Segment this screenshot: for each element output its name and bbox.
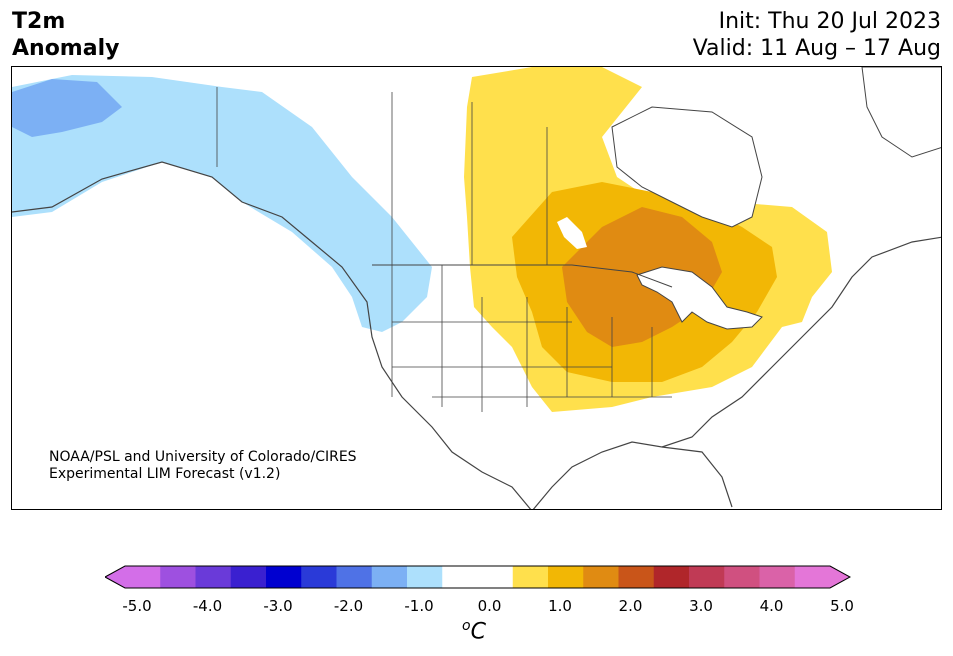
colorbar-cell bbox=[548, 566, 584, 588]
valid-range: Valid: 11 Aug – 17 Aug bbox=[692, 36, 941, 61]
anomaly-map bbox=[11, 66, 942, 510]
colorbar-ticks: -5.0 -4.0 -3.0 -2.0 -1.0 0.0 1.0 2.0 3.0 4.0 5.0 bbox=[0, 597, 953, 617]
colorbar-tick-label: 3.0 bbox=[689, 597, 713, 615]
colorbar-cell bbox=[653, 566, 690, 588]
colorbar-cell bbox=[160, 566, 196, 588]
colorbar-cell bbox=[724, 566, 760, 588]
colorbar-tick-label: -2.0 bbox=[333, 597, 364, 615]
credit-line-1: NOAA/PSL and University of Colorado/CIRE… bbox=[49, 449, 357, 465]
unit-base: C bbox=[470, 619, 486, 645]
map-title: T2m Anomaly bbox=[12, 8, 119, 62]
colorbar-cell bbox=[477, 566, 514, 588]
colorbar-cell bbox=[301, 566, 337, 588]
greenland bbox=[861, 67, 941, 158]
credit-line-2: Experimental LIM Forecast (v1.2) bbox=[49, 466, 281, 482]
init-date: Init: Thu 20 Jul 2023 bbox=[718, 9, 941, 34]
cool-anomaly-alaska-core bbox=[12, 79, 122, 137]
title-line-1: T2m bbox=[12, 9, 66, 34]
colorbar-cell bbox=[230, 566, 267, 588]
colorbar-cells bbox=[105, 566, 850, 588]
canada-provincial-lines bbox=[216, 87, 548, 265]
colorbar-cell bbox=[371, 566, 408, 588]
colorbar-cell bbox=[266, 566, 302, 588]
colorbar-tick-label: -4.0 bbox=[192, 597, 223, 615]
colorbar-cell bbox=[336, 566, 373, 588]
colorbar-cell bbox=[442, 566, 478, 588]
florida bbox=[661, 446, 733, 508]
colorbar-tick-label: 1.0 bbox=[548, 597, 572, 615]
colorbar-tick-label: 2.0 bbox=[618, 597, 643, 615]
colorbar-cell bbox=[759, 566, 796, 588]
colorbar-outline bbox=[105, 565, 851, 589]
gulf-coastline bbox=[532, 236, 941, 509]
forecast-dates: Init: Thu 20 Jul 2023 Valid: 11 Aug – 17… bbox=[693, 8, 941, 62]
colorbar-cell bbox=[512, 566, 549, 588]
us-canada-border bbox=[372, 264, 673, 288]
colorbar-cell bbox=[794, 566, 831, 588]
colorbar bbox=[105, 565, 851, 589]
colorbar-extend-min bbox=[105, 566, 125, 588]
colorbar-tick-label: -5.0 bbox=[122, 597, 152, 615]
colorbar-extend-max bbox=[830, 566, 850, 588]
colorbar-cell bbox=[689, 566, 725, 588]
coastline bbox=[12, 161, 532, 509]
state-lines bbox=[391, 265, 672, 412]
colorbar-cell bbox=[583, 566, 619, 588]
colorbar-tick-label: 5.0 bbox=[830, 597, 854, 615]
colorbar-tick-label: -1.0 bbox=[404, 597, 434, 615]
lake-winnipeg bbox=[557, 217, 587, 249]
great-lakes bbox=[636, 266, 763, 330]
colorbar-tick-label: 0.0 bbox=[477, 597, 502, 615]
unit-degree: o bbox=[462, 618, 471, 634]
colorbar-tick-label: -3.0 bbox=[263, 597, 293, 615]
credit-text: NOAA/PSL and University of Colorado/CIRE… bbox=[49, 449, 357, 483]
colorbar-cell bbox=[195, 566, 232, 588]
map-canvas bbox=[12, 67, 941, 509]
colorbar-cell bbox=[407, 566, 443, 588]
colorbar-tick-label: 4.0 bbox=[759, 597, 784, 615]
cool-anomaly-west bbox=[12, 75, 432, 332]
colorbar-unit: oC bbox=[462, 618, 486, 644]
title-line-2: Anomaly bbox=[12, 36, 120, 61]
colorbar-cell bbox=[618, 566, 655, 588]
hudson-bay bbox=[611, 106, 763, 228]
colorbar-cell bbox=[125, 566, 161, 588]
